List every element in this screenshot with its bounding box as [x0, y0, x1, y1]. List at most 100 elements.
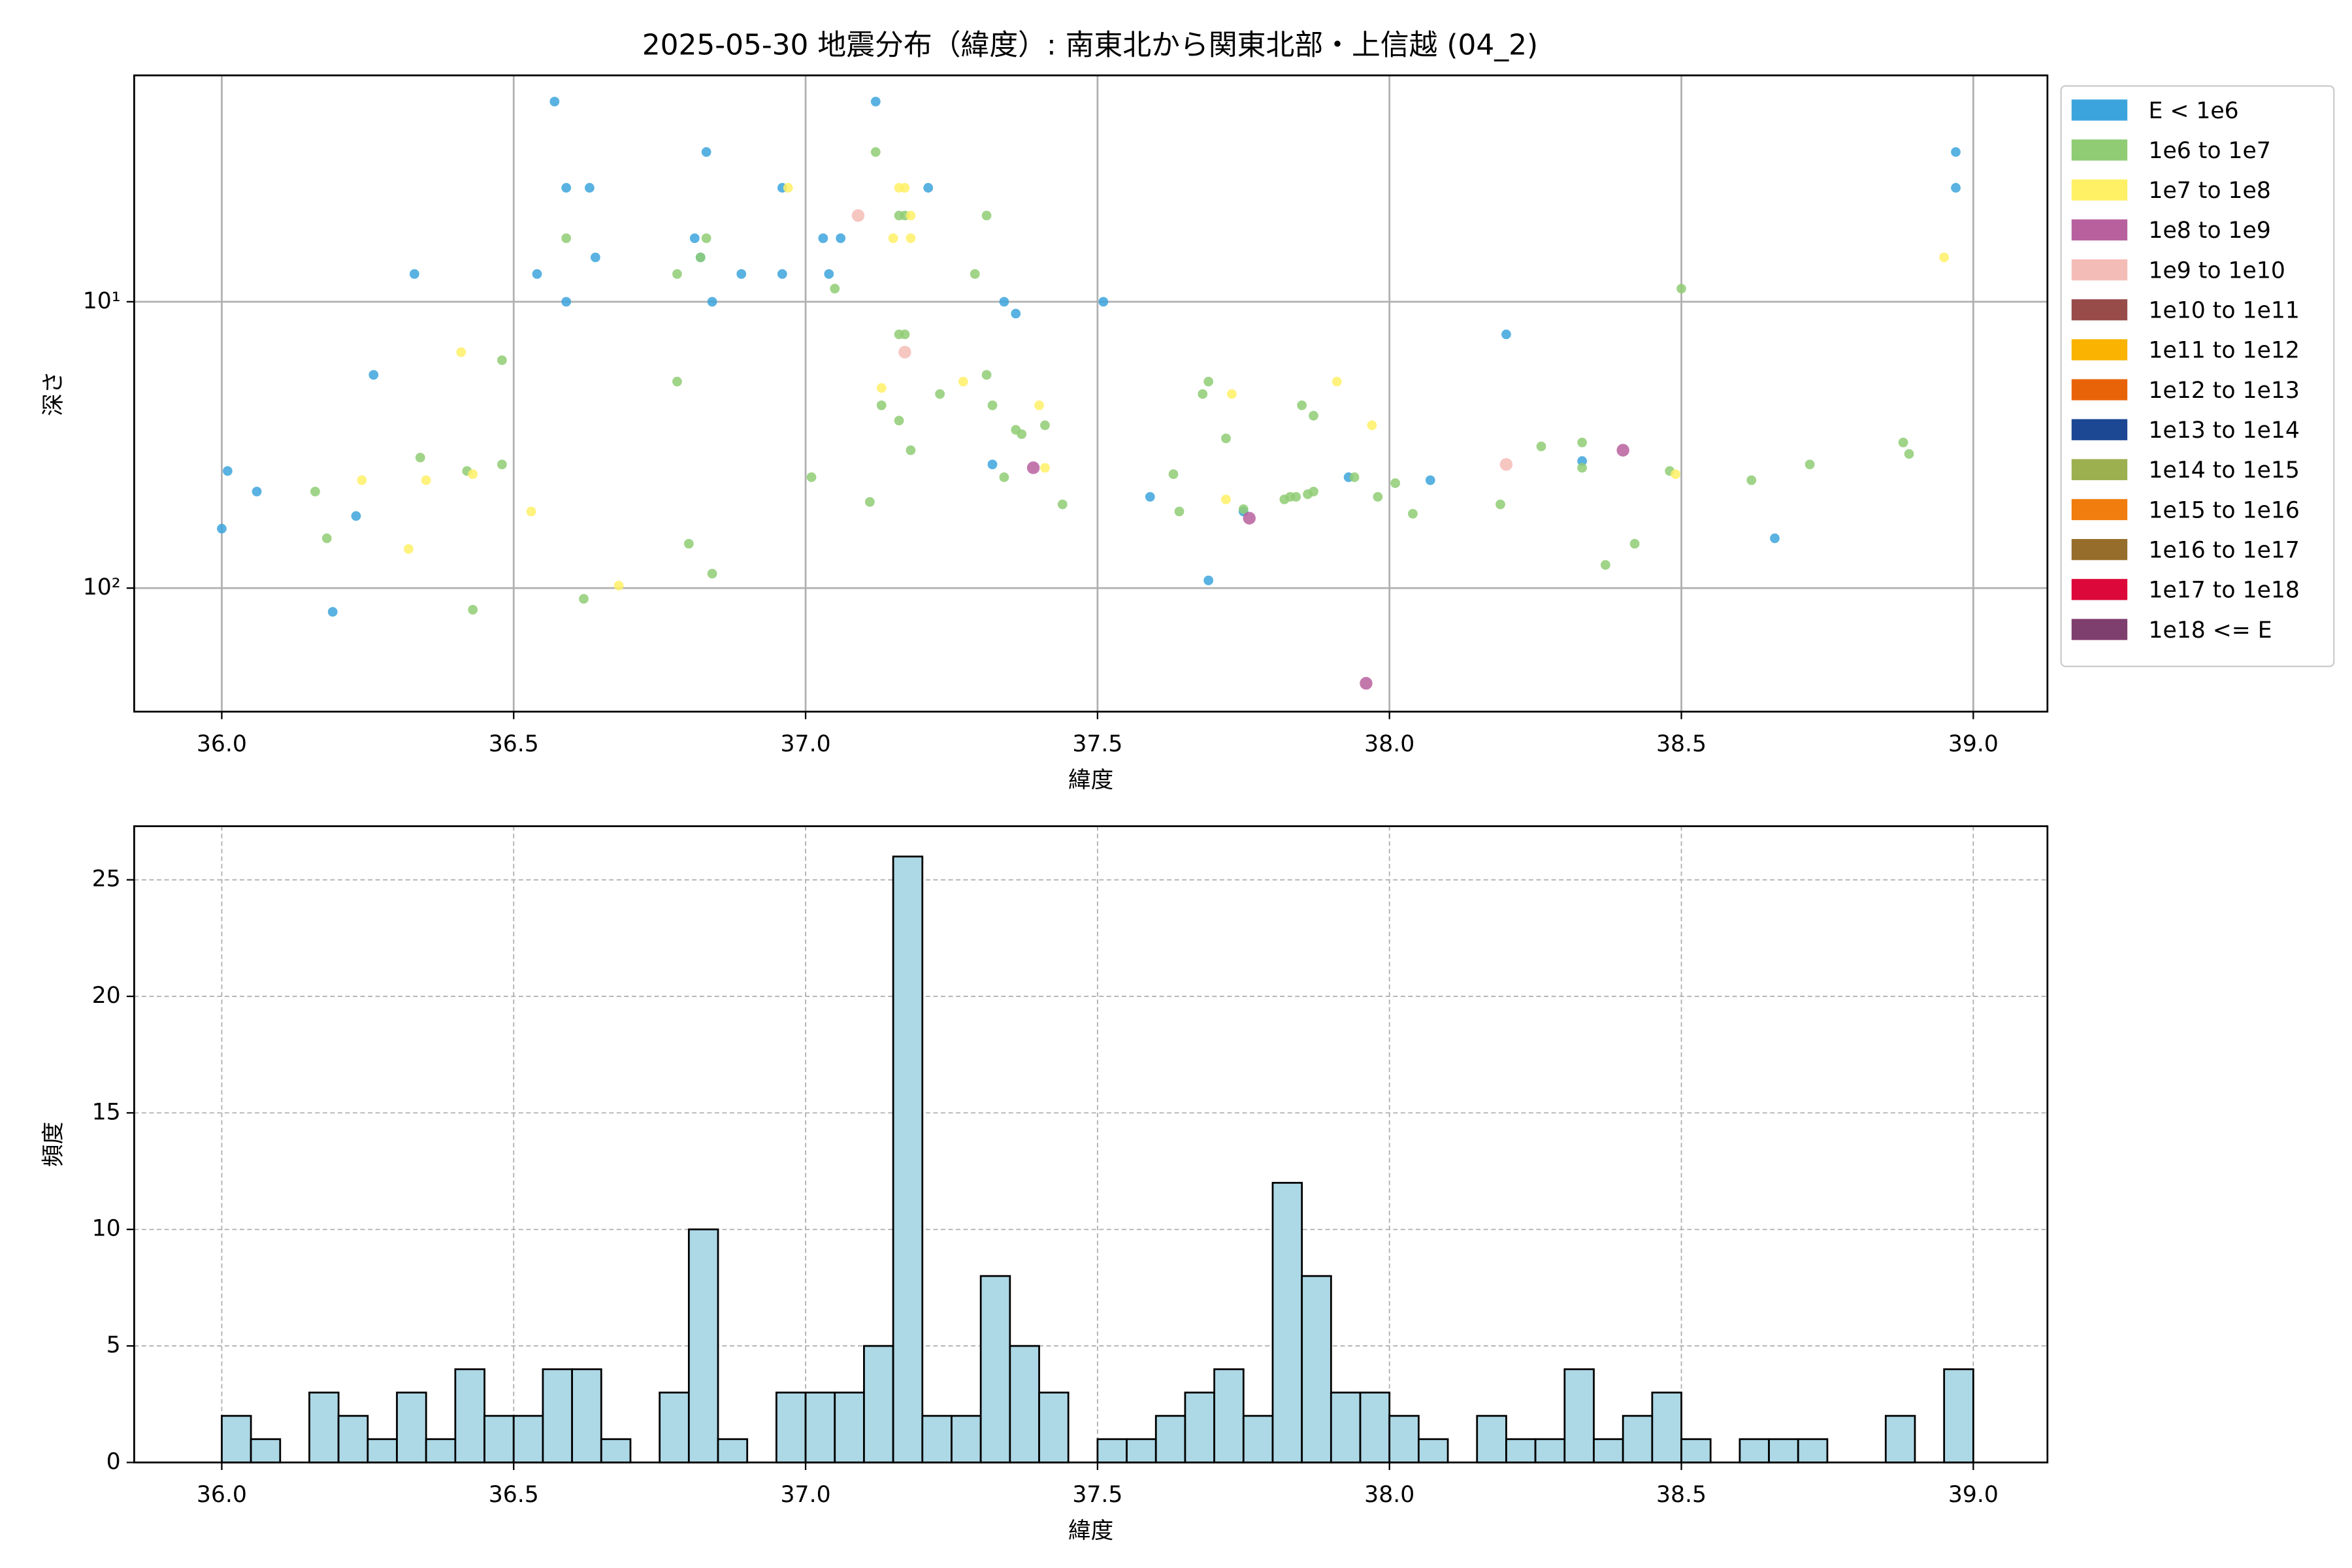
x-tick-label: 36.0 [197, 731, 247, 757]
histogram-bar [483, 1414, 515, 1463]
scatter-point [561, 233, 572, 244]
scatter-point [830, 284, 840, 294]
scatter-point [894, 416, 904, 426]
histogram-bar [1505, 1438, 1537, 1463]
scatter-point [1026, 461, 1040, 474]
scatter-point [1221, 494, 1231, 504]
scatter-point [1331, 376, 1342, 387]
scatter-point [613, 580, 624, 591]
scatter-point [468, 604, 478, 615]
scatter-point [981, 210, 992, 221]
histogram-bar [1271, 1182, 1303, 1463]
y-axis-label: 頻度 [41, 1122, 67, 1167]
x-tick-label: 36.0 [197, 1482, 247, 1508]
scatter-point [1600, 560, 1610, 570]
scatter-point [783, 183, 793, 193]
legend-label: 1e6 to 1e7 [2148, 138, 2270, 164]
scatter-point [549, 97, 560, 106]
scatter-point [777, 269, 787, 279]
legend-swatch [2071, 179, 2128, 201]
scatter-point [906, 233, 916, 244]
histogram-bar [892, 855, 924, 1463]
scatter-point [1145, 492, 1155, 502]
histogram-bar [834, 1392, 865, 1463]
scatter-point [561, 183, 572, 193]
scatter-point [357, 475, 367, 485]
scatter-point [1408, 508, 1418, 519]
histogram-bar [1184, 1392, 1216, 1463]
legend-label: 1e17 to 1e18 [2148, 578, 2299, 604]
scatter-point [1805, 459, 1815, 470]
scatter-point [888, 233, 898, 244]
scatter-point [864, 497, 875, 507]
legend-swatch [2071, 619, 2128, 640]
histogram-bar [221, 1414, 252, 1463]
scatter-point [1536, 441, 1546, 451]
histogram-bar [600, 1438, 632, 1463]
scatter-point [1238, 504, 1249, 514]
y-tick-label: 10¹ [83, 288, 121, 314]
scatter-point [836, 233, 846, 244]
scatter-point [683, 538, 694, 549]
scatter-point [672, 269, 682, 279]
scatter-point [327, 607, 338, 617]
scatter-point [409, 269, 419, 279]
histogram-bar [1534, 1438, 1566, 1463]
scatter-point [1373, 492, 1383, 502]
legend-label: 1e15 to 1e16 [2148, 497, 2299, 523]
legend-swatch [2071, 539, 2128, 561]
scatter-point [935, 389, 945, 399]
histogram-bar [1651, 1392, 1682, 1463]
scatter-point [876, 383, 887, 393]
histogram-bar [1593, 1438, 1624, 1463]
x-tick-label: 39.0 [1948, 1482, 1999, 1508]
histogram-bar [804, 1392, 836, 1463]
legend-swatch [2071, 219, 2128, 241]
histogram-bar [687, 1228, 719, 1463]
scatter-point [1349, 472, 1360, 482]
plot-frame [133, 825, 2049, 1463]
scatter-point [672, 376, 682, 387]
chart-title: 2025-05-30 地震分布（緯度）: 南東北から関東北部・上信越 (04_2… [642, 29, 1538, 62]
x-axis-label: 緯度 [1068, 1518, 1113, 1544]
scatter-point [701, 233, 711, 244]
scatter-point [707, 568, 717, 579]
x-tick-label: 38.5 [1656, 1482, 1707, 1508]
scatter-point [1499, 458, 1513, 471]
x-tick-label: 38.5 [1656, 731, 1707, 757]
scatter-point [1221, 433, 1231, 444]
scatter-point [707, 297, 717, 307]
scatter-point [415, 452, 425, 463]
scatter-point [900, 183, 910, 193]
scatter-point [1577, 463, 1587, 473]
scatter-point [870, 147, 881, 157]
histogram-bar [951, 1414, 982, 1463]
x-tick-label: 38.0 [1364, 1482, 1414, 1508]
scatter-point [1198, 389, 1208, 399]
scatter-point [1309, 410, 1318, 421]
histogram-bar [1242, 1414, 1274, 1463]
histogram-bar [1096, 1438, 1128, 1463]
scatter-point [1898, 437, 1908, 448]
histogram-bar [1563, 1368, 1595, 1463]
scatter-point [923, 183, 934, 193]
scatter-point [736, 269, 747, 279]
scatter-point [1904, 449, 1914, 459]
scatter-point [421, 475, 431, 485]
scatter-point [824, 269, 834, 279]
scatter-point [987, 459, 998, 470]
x-tick-label: 37.0 [781, 1482, 831, 1508]
legend-swatch [2071, 139, 2128, 161]
scatter-point [222, 466, 233, 476]
legend-label: 1e10 to 1e11 [2148, 298, 2299, 324]
scatter-point [1495, 499, 1505, 510]
histogram-bar [1301, 1275, 1332, 1463]
scatter-point [876, 400, 887, 410]
scatter-point [252, 486, 262, 497]
scatter-point [1577, 456, 1587, 466]
y-tick-label: 10 [92, 1216, 121, 1242]
scatter-point [906, 210, 916, 221]
legend-label: 1e14 to 1e15 [2148, 457, 2299, 483]
